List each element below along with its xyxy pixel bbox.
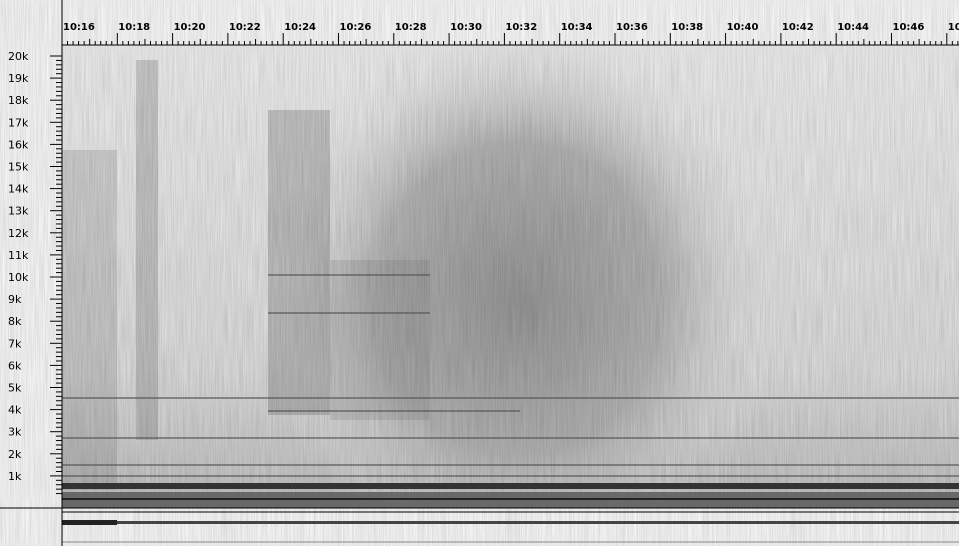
time-label: 10:26 — [340, 22, 372, 33]
time-label: 10 — [948, 22, 959, 33]
time-label: 10:46 — [893, 22, 925, 33]
frequency-label: 15k — [8, 161, 29, 174]
time-label: 10:20 — [174, 22, 206, 33]
frequency-label: 6k — [8, 359, 22, 372]
time-label: 10:38 — [671, 22, 703, 33]
rulers: 10:16 10:18 10:20 10:22 10:24 10:26 10:28 10:30… — [8, 0, 959, 546]
waveform-strip — [0, 507, 959, 543]
frequency-label: 4k — [8, 404, 22, 417]
frequency-label: 20k — [8, 50, 29, 63]
frequency-label: 17k — [8, 116, 29, 129]
time-label: 10:32 — [505, 22, 537, 33]
frequency-label: 14k — [8, 183, 29, 196]
time-label: 10:16 — [63, 22, 95, 33]
time-label: 10:40 — [727, 22, 759, 33]
frequency-label: 2k — [8, 448, 22, 461]
frequency-label: 16k — [8, 138, 29, 151]
time-label: 10:34 — [561, 22, 593, 33]
frequency-label: 19k — [8, 72, 29, 85]
frequency-label: 10k — [8, 271, 29, 284]
time-label: 10:44 — [837, 22, 869, 33]
time-label: 10:22 — [229, 22, 261, 33]
frequency-label: 3k — [8, 426, 22, 439]
frequency-label: 5k — [8, 382, 22, 395]
frequency-label: 11k — [8, 249, 29, 262]
spectrogram — [62, 45, 959, 508]
frequency-label: 9k — [8, 293, 22, 306]
time-label: 10:18 — [118, 22, 150, 33]
frequency-label: 18k — [8, 94, 29, 107]
time-label: 10:28 — [395, 22, 427, 33]
time-label: 10:30 — [450, 22, 482, 33]
time-label: 10:24 — [284, 22, 316, 33]
time-label: 10:42 — [782, 22, 814, 33]
frequency-label: 8k — [8, 315, 22, 328]
frequency-label: 1k — [8, 470, 22, 483]
frequency-label: 7k — [8, 337, 22, 350]
frequency-label: 13k — [8, 205, 29, 218]
frequency-label: 12k — [8, 227, 29, 240]
time-label: 10:36 — [616, 22, 648, 33]
